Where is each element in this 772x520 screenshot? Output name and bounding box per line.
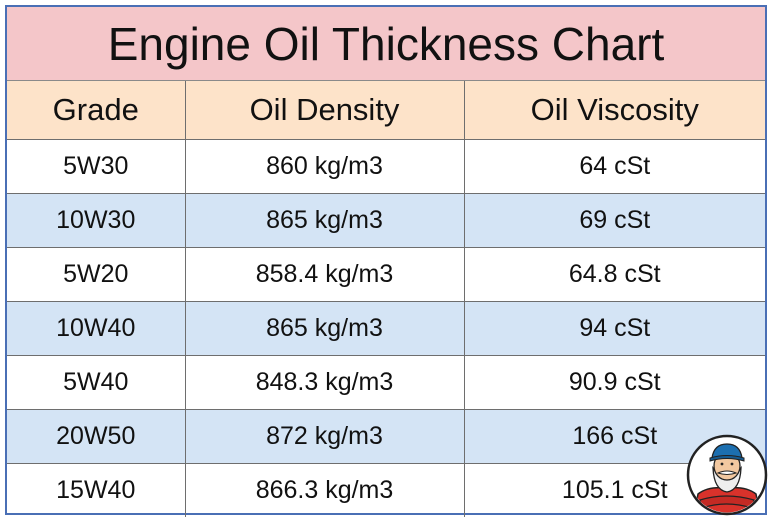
viscosity-cell: 69 cSt: [463, 193, 765, 248]
table-row: 5W20 858.4 kg/m3 64.8 cSt: [7, 247, 765, 302]
density-cell: 858.4 kg/m3: [184, 247, 464, 302]
table-row: 10W40 865 kg/m3 94 cSt: [7, 301, 765, 356]
table-row: 5W30 860 kg/m3 64 cSt: [7, 139, 765, 194]
grade-cell: 20W50: [7, 409, 185, 464]
grade-cell: 5W40: [7, 355, 185, 410]
density-cell: 865 kg/m3: [184, 301, 464, 356]
oil-thickness-chart: Engine Oil Thickness Chart Grade Oil Den…: [5, 5, 767, 517]
grade-cell: 15W40: [56, 476, 136, 504]
density-cell: 865 kg/m3: [184, 193, 464, 248]
viscosity-cell: 64.8 cSt: [463, 247, 765, 302]
table-row: 15W40 866.3 kg/m3 105.1 cSt: [7, 463, 765, 517]
viscosity-cell: 90.9 cSt: [463, 355, 765, 410]
header-oil-viscosity: Oil Viscosity: [463, 81, 765, 140]
header-oil-density: Oil Density: [184, 81, 464, 140]
density-cell: 848.3 kg/m3: [184, 355, 464, 410]
density-cell: 866.3 kg/m3: [184, 463, 464, 517]
viscosity-cell: 64 cSt: [463, 139, 765, 194]
table-row: 20W50 872 kg/m3 166 cSt: [7, 409, 765, 464]
viscosity-cell: 94 cSt: [463, 301, 765, 356]
header-grade: Grade: [7, 81, 185, 140]
header-row: Grade Oil Density Oil Viscosity: [7, 81, 765, 140]
table-row: 10W30 865 kg/m3 69 cSt: [7, 193, 765, 248]
grade-cell: 10W40: [7, 301, 185, 356]
density-cell: 872 kg/m3: [184, 409, 464, 464]
grade-cell: 5W20: [7, 247, 185, 302]
grade-cell: 10W30: [7, 193, 185, 248]
chart-title: Engine Oil Thickness Chart: [7, 7, 765, 81]
grade-cell: 5W30: [7, 139, 185, 194]
oil-table: Grade Oil Density Oil Viscosity 5W30 860…: [7, 81, 765, 517]
density-cell: 860 kg/m3: [184, 139, 464, 194]
table-row: 5W40 848.3 kg/m3 90.9 cSt: [7, 355, 765, 410]
mechanic-avatar-icon: [686, 434, 768, 516]
